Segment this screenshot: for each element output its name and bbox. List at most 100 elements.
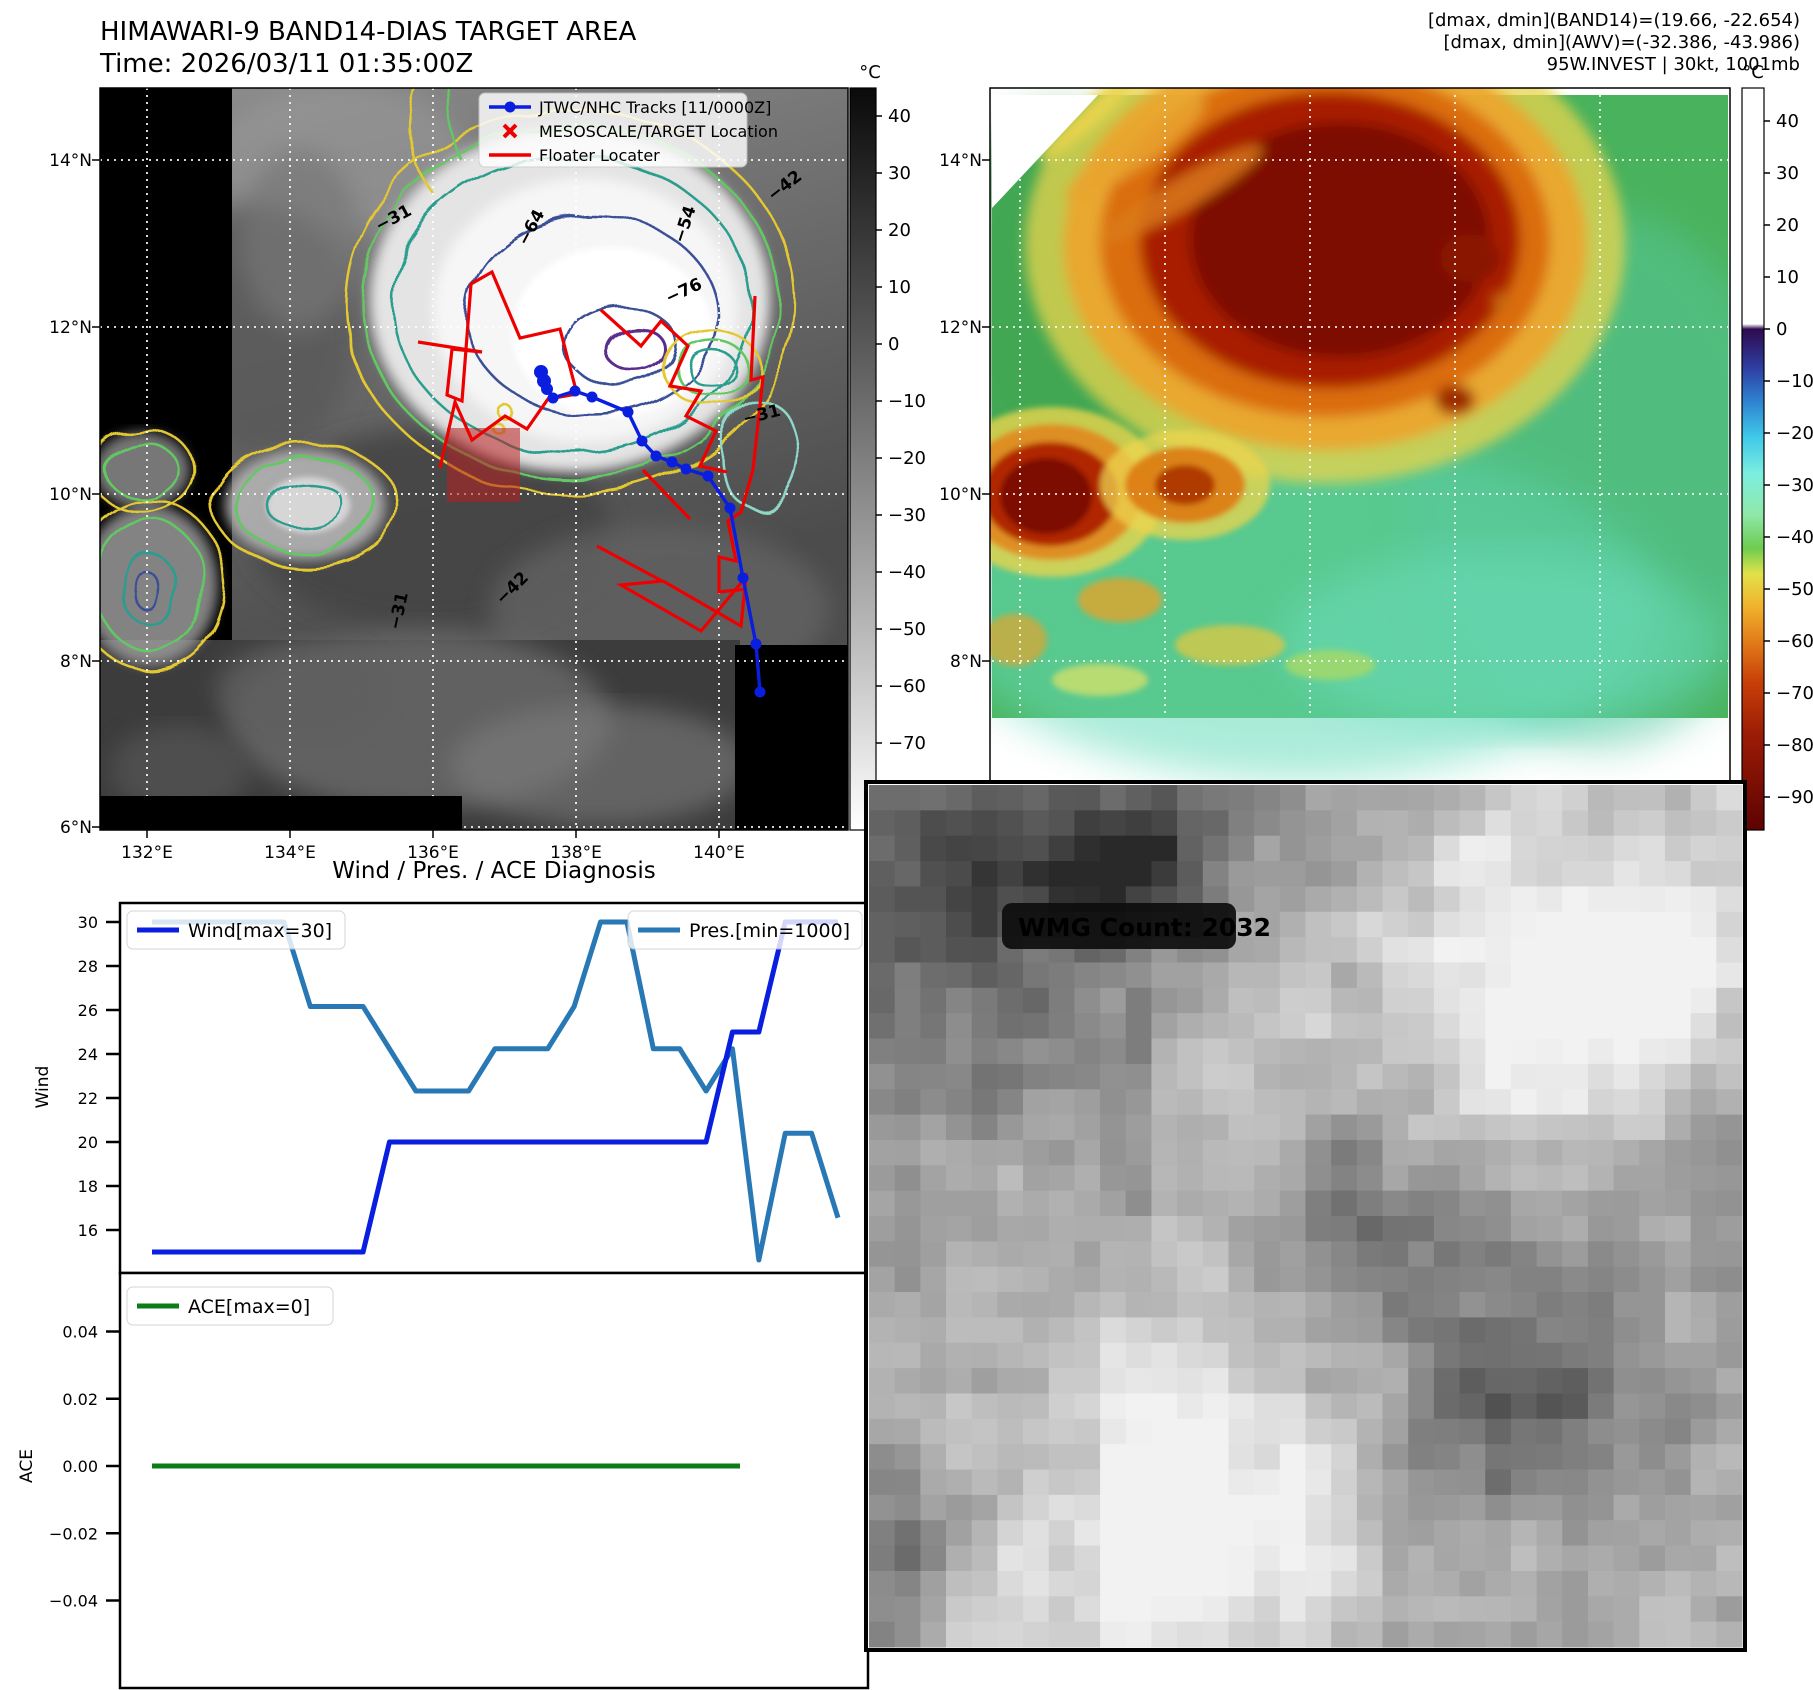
awv-gridlines xyxy=(992,95,1728,718)
ace-axis-ticks: 0.04 0.02 0.00 −0.02 −0.04 xyxy=(49,1323,120,1611)
legend-item-mesoscale: MESOSCALE/TARGET Location xyxy=(539,122,778,141)
wmg-mosaic xyxy=(869,785,1743,1648)
wind-legend-label: Wind[max=30] xyxy=(188,920,332,942)
awv-satellite-image xyxy=(990,88,1730,830)
y-tick-label: 8°N xyxy=(950,652,982,672)
wind-tick-label: 28 xyxy=(78,957,98,976)
ace-tick-label: 0.04 xyxy=(62,1323,98,1342)
wind-tick-label: 22 xyxy=(78,1089,98,1108)
ace-tick-label: −0.04 xyxy=(49,1592,98,1611)
wind-tick-label: 26 xyxy=(78,1001,98,1020)
colorbar-tick-label: −80 xyxy=(1776,735,1813,756)
figure-time: Time: 2026/03/11 01:35:00Z xyxy=(99,49,473,79)
ace-tick-label: 0.02 xyxy=(62,1390,98,1409)
wmg-count-text: WMG Count: 2032 xyxy=(1018,913,1271,942)
diagnosis-chart-title: Wind / Pres. / ACE Diagnosis xyxy=(332,858,655,884)
colorbar-tick-label: 0 xyxy=(888,334,899,355)
y-tick-label: 14°N xyxy=(939,151,982,171)
y-tick-label: 12°N xyxy=(49,318,92,338)
copyright-box: Copyright © 2020-2026 Dapiya xyxy=(100,796,462,830)
awv-colorbar-title: °C xyxy=(1742,62,1764,83)
wmg-panel: WMG Count: 2032 xyxy=(864,780,1747,1652)
awv-secondary-blobs xyxy=(990,407,1375,696)
band14-axis-ticks: 132°E 134°E 136°E 138°E 140°E 14°N 12°N 10°N 8°N… xyxy=(49,151,745,863)
colorbar-tick-label: −90 xyxy=(1776,787,1813,808)
colorbar-tick-label: 40 xyxy=(888,106,911,127)
colorbar-tick-label: 40 xyxy=(1776,111,1799,132)
colorbar-tick-label: −60 xyxy=(888,676,926,697)
ace-axis-label: ACE xyxy=(17,1449,37,1483)
copyright-text: Copyright © 2020-2026 Dapiya xyxy=(106,801,455,825)
colorbar-tick-label: 10 xyxy=(888,277,911,298)
colorbar-tick-label: −70 xyxy=(1776,683,1813,704)
info-dmax-band14: [dmax, dmin](BAND14)=(19.66, -22.654) xyxy=(1428,10,1800,31)
colorbar-tick-label: 30 xyxy=(1776,163,1799,184)
wind-tick-label: 20 xyxy=(78,1133,98,1152)
y-tick-label: 10°N xyxy=(49,485,92,505)
y-tick-label: 12°N xyxy=(939,318,982,338)
colorbar-tick-label: −10 xyxy=(888,391,926,412)
ace-legend: ACE[max=0] xyxy=(126,1286,334,1326)
x-tick-label: 136°E xyxy=(407,843,459,863)
colorbar-tick-label: −20 xyxy=(888,448,926,469)
wmg-badge: WMG Count: 2032 xyxy=(1002,903,1271,949)
colorbar-tick-label: −20 xyxy=(1776,423,1813,444)
ace-legend-label: ACE[max=0] xyxy=(188,1296,310,1318)
y-tick-label: 8°N xyxy=(60,652,92,672)
info-dmax-awv: [dmax, dmin](AWV)=(-32.386, -43.986) xyxy=(1443,32,1800,53)
mesoscale-target-box xyxy=(447,428,520,502)
awv-colorbar: °C 40 30 20 10 0 −10 −20 −30 −40 −50 −60 −70 −80 −90 xyxy=(1741,62,1813,831)
jtwc-track xyxy=(534,365,766,698)
ace-tick-label: −0.02 xyxy=(49,1524,98,1543)
x-tick-label: 138°E xyxy=(550,843,602,863)
colorbar-tick-label: 10 xyxy=(1776,267,1799,288)
wind-legend: Wind[max=30] xyxy=(126,910,346,950)
wind-tick-label: 16 xyxy=(78,1221,98,1240)
colorbar-tick-label: −70 xyxy=(888,733,926,754)
figure-title: HIMAWARI-9 BAND14-DIAS TARGET AREA xyxy=(100,17,637,47)
colorbar-tick-label: 30 xyxy=(888,163,911,184)
colorbar-tick-label: −40 xyxy=(1776,527,1813,548)
ace-tick-label: 0.00 xyxy=(62,1457,98,1476)
colorbar-tick-label: −30 xyxy=(1776,475,1813,496)
band14-satellite-image: −31 −64 −54−42−76−31−42−31 Copyright © 202… xyxy=(100,88,848,830)
x-tick-label: 134°E xyxy=(264,843,316,863)
colorbar-tick-label: 20 xyxy=(1776,215,1799,236)
wind-tick-label: 24 xyxy=(78,1045,98,1064)
legend-item-floater: Floater Locater xyxy=(539,146,660,165)
y-tick-label: 6°N xyxy=(60,818,92,838)
legend-item-tracks: JTWC/NHC Tracks [11/0000Z] xyxy=(538,98,771,117)
info-invest: 95W.INVEST | 30kt, 1001mb xyxy=(1547,54,1800,75)
awv-map-panel: 132°E134°E136°E138°E140°E14°N12°N10°N8°N… xyxy=(939,62,1813,863)
colorbar-tick-label: −40 xyxy=(888,562,926,583)
band14-map-panel: −31 −64 −54−42−76−31−42−31 Copyright © 202… xyxy=(49,62,926,863)
colorbar-tick-label: 0 xyxy=(1776,319,1787,340)
wind-tick-label: 18 xyxy=(78,1177,98,1196)
red-x-icon xyxy=(502,123,518,139)
band14-legend: JTWC/NHC Tracks [11/0000Z] MESOSCALE/TAR… xyxy=(478,92,778,168)
colorbar-ticks: 40 30 20 10 0 −10 −20 −30 −40 −50 −60 −70 −80 −90 xyxy=(1764,111,1813,808)
colorbar-tick-label: −10 xyxy=(1776,371,1813,392)
wind-tick-label: 30 xyxy=(78,913,98,932)
y-tick-label: 10°N xyxy=(939,485,982,505)
floater-track xyxy=(417,269,765,634)
colorbar-tick-label: −60 xyxy=(1776,631,1813,652)
band14-colorbar-title: °C xyxy=(859,62,881,83)
x-tick-label: 132°E xyxy=(121,843,173,863)
colorbar-tick-label: −50 xyxy=(888,619,926,640)
wind-axis-label: Wind xyxy=(33,1066,53,1109)
awv-cold-blob xyxy=(1025,88,1625,483)
colorbar-tick-label: −50 xyxy=(1776,579,1813,600)
pres-legend: Pres.[min=1000] xyxy=(627,910,863,950)
ace-chart: 0.04 0.02 0.00 −0.02 −0.04 ACE ACE[max=0] xyxy=(17,1271,870,1690)
pres-legend-label: Pres.[min=1000] xyxy=(689,920,850,942)
wind-pres-chart: 3028262422201816100810071006100510041003… xyxy=(33,901,951,1275)
wind-line xyxy=(152,919,838,1255)
band14-axes-frame xyxy=(99,87,849,831)
colorbar-tick-label: −30 xyxy=(888,505,926,526)
colorbar-tick-label: 20 xyxy=(888,220,911,241)
y-tick-label: 14°N xyxy=(49,151,92,171)
